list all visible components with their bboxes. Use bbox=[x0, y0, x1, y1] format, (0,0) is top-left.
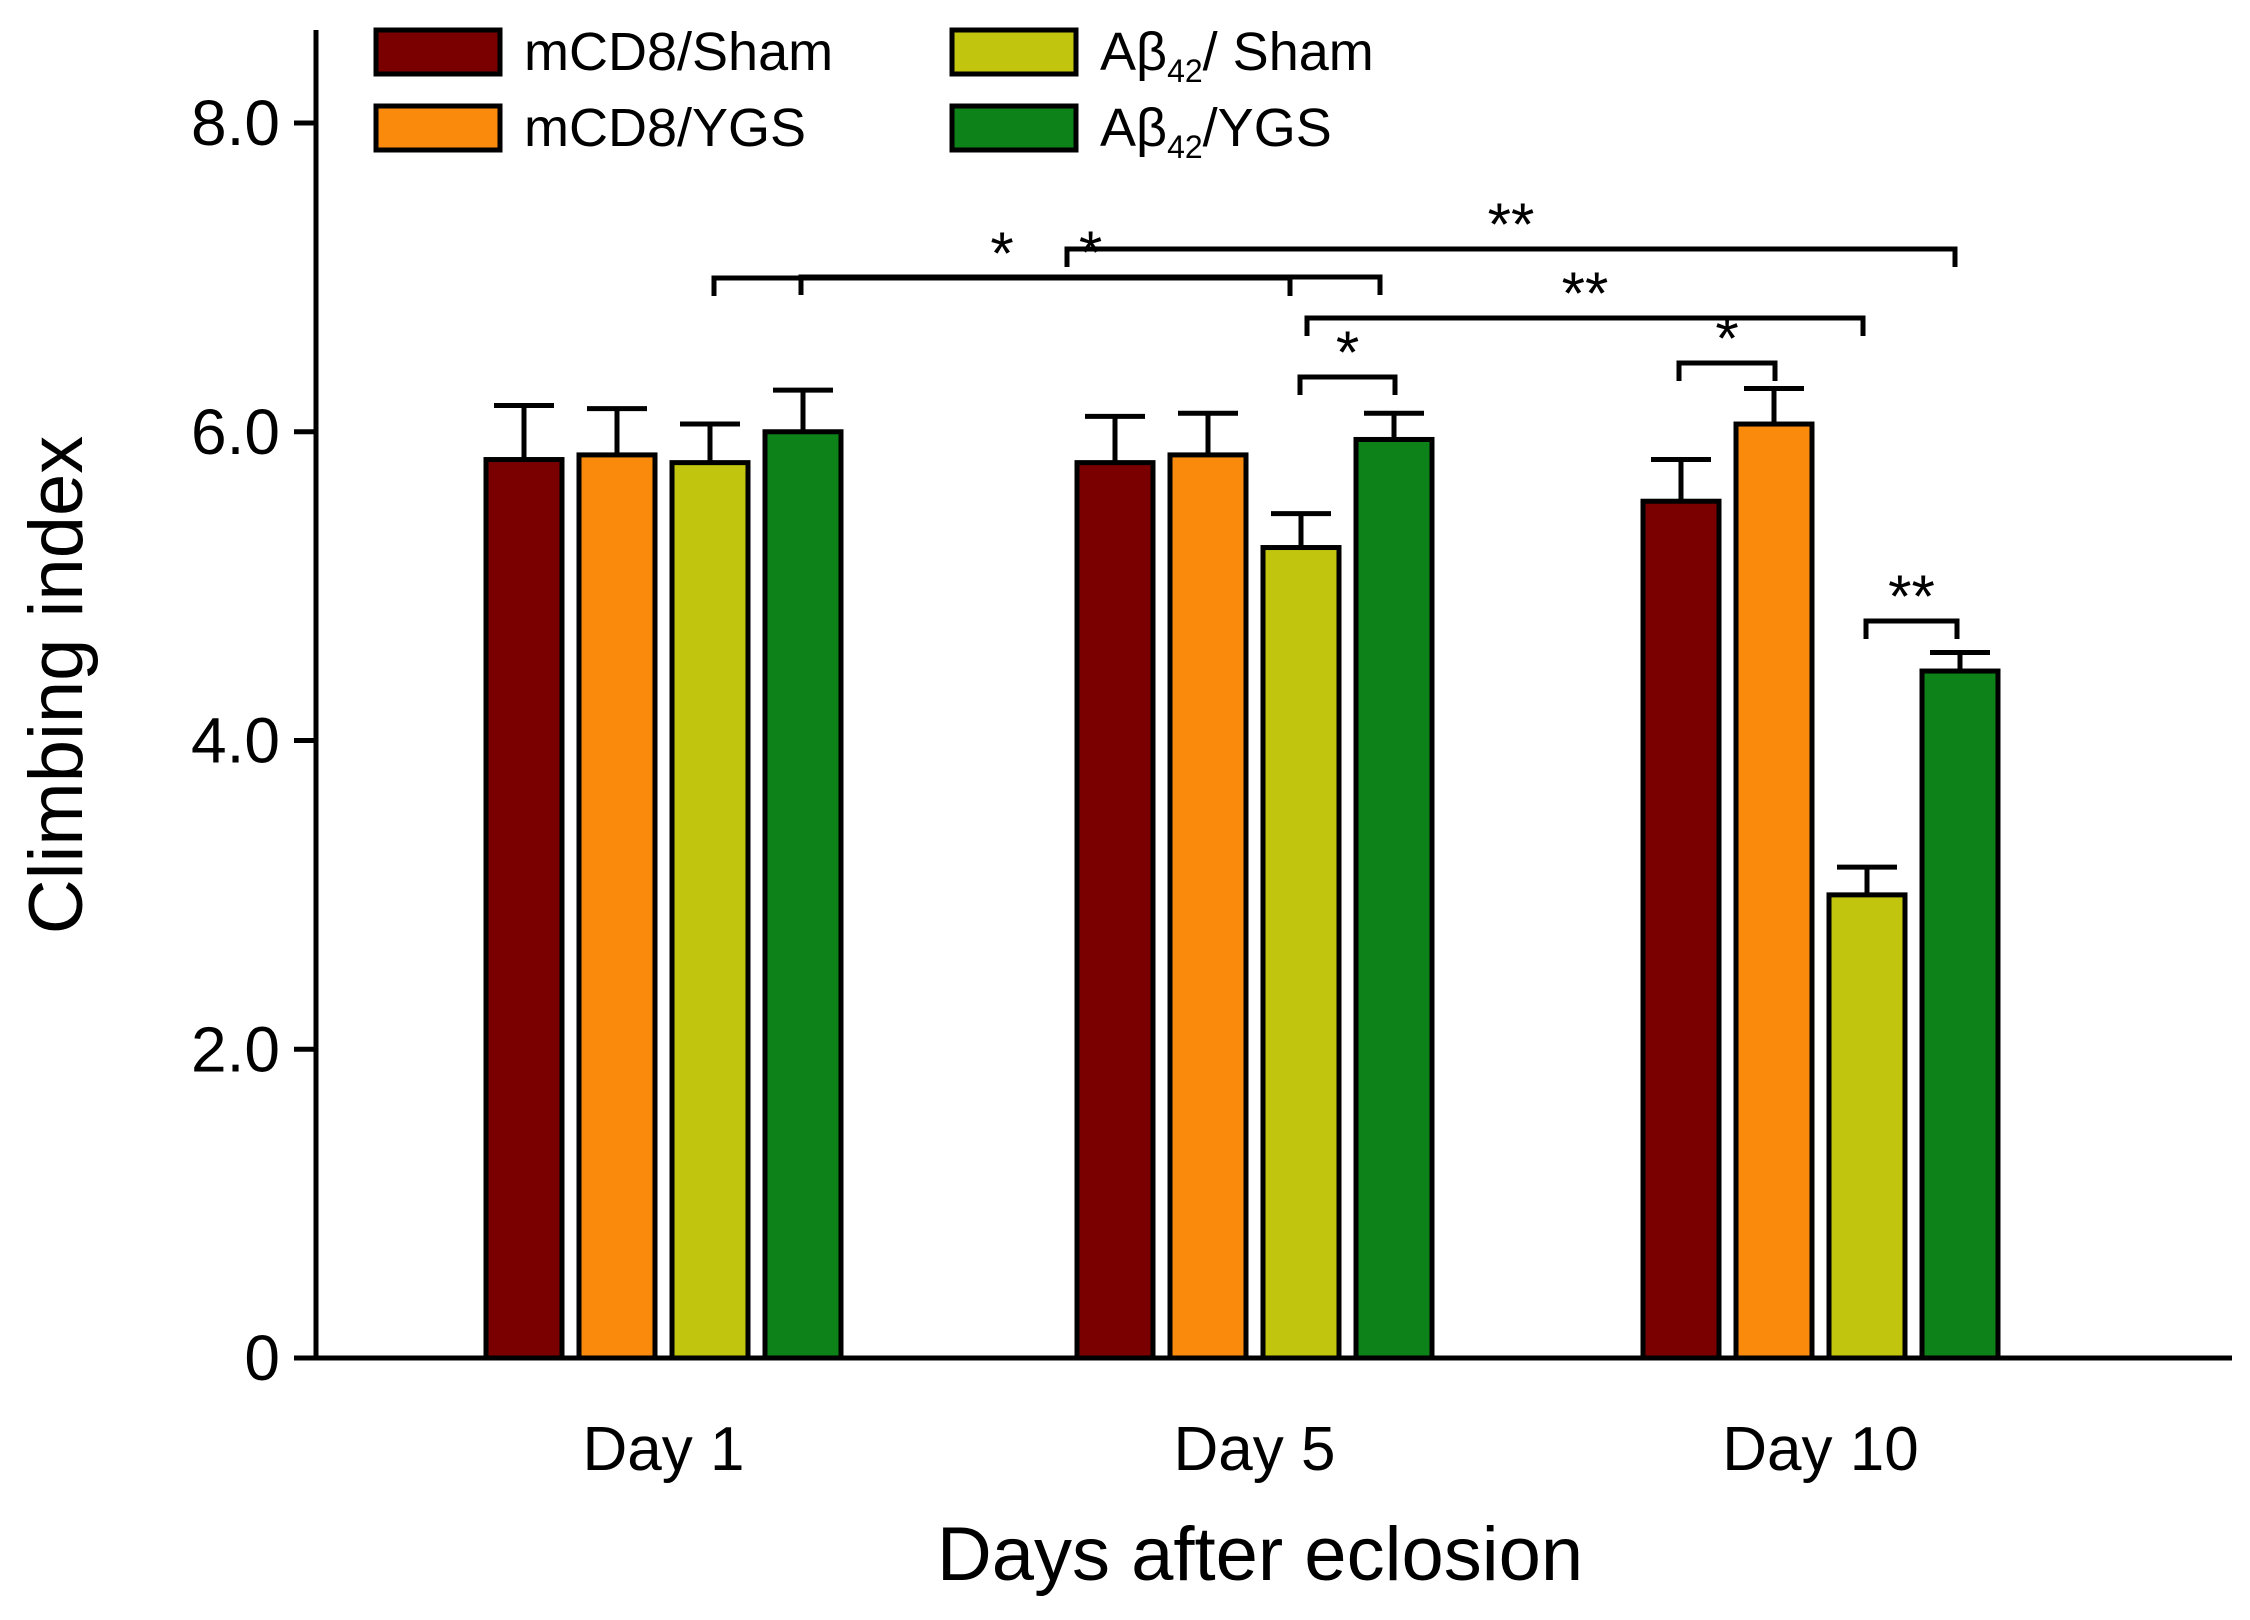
significance-bracket bbox=[1863, 618, 1960, 639]
bar-1-3 bbox=[669, 460, 751, 1361]
significance-label: ** bbox=[1488, 191, 1535, 258]
significance-label: * bbox=[1715, 305, 1738, 372]
bar-2-4 bbox=[1353, 436, 1435, 1361]
x-tick-label: Day 10 bbox=[1722, 1415, 1918, 1484]
y-tick-label: 6.0 bbox=[191, 396, 280, 468]
legend-label-3: Aβ42/ Sham bbox=[1100, 22, 1374, 89]
legend-label-2: mCD8/YGS bbox=[524, 98, 806, 158]
x-tick-label: Day 1 bbox=[583, 1415, 745, 1484]
bar-3-2 bbox=[1733, 421, 1815, 1361]
y-tick-label: 8.0 bbox=[191, 87, 280, 159]
error-bars-layer bbox=[494, 386, 1990, 895]
legend-label-4: Aβ42/YGS bbox=[1100, 98, 1332, 165]
legend-swatch-3 bbox=[949, 27, 1079, 77]
significance-bracket bbox=[1297, 374, 1398, 395]
bar-3-4 bbox=[1919, 668, 2001, 1361]
significance-bracket bbox=[1676, 360, 1778, 381]
legend-swatch-2 bbox=[373, 103, 503, 153]
bar-2-3 bbox=[1260, 545, 1342, 1361]
significance-label: * bbox=[1336, 319, 1359, 386]
significance-label: * bbox=[990, 220, 1013, 287]
bar-2-2 bbox=[1167, 452, 1249, 1361]
significance-layer: * ****** *** bbox=[711, 191, 1960, 639]
y-tick-label: 4.0 bbox=[191, 705, 280, 777]
bar-3-3 bbox=[1826, 892, 1908, 1361]
significance-bracket bbox=[798, 274, 1383, 295]
bar-1-4 bbox=[762, 429, 844, 1361]
significance-bracket bbox=[1064, 246, 1958, 267]
legend-swatch-1 bbox=[373, 27, 503, 77]
significance-label: * bbox=[1079, 219, 1102, 286]
bar-1-2 bbox=[576, 452, 658, 1361]
significance-bracket bbox=[1304, 315, 1866, 336]
legend-swatch-4 bbox=[949, 103, 1079, 153]
x-tick-label: Day 5 bbox=[1174, 1415, 1336, 1484]
significance-label: ** bbox=[1562, 260, 1609, 327]
bar-1-1 bbox=[483, 457, 565, 1361]
y-axis-title: Climbing index bbox=[14, 436, 99, 934]
significance-label: ** bbox=[1888, 563, 1935, 630]
axes-layer: 0 2.0 4.0 6.0 8.0 Day 1 Day 5 Day 10 bbox=[191, 30, 2232, 1484]
y-tick-label: 2.0 bbox=[191, 1013, 280, 1085]
bar-3-1 bbox=[1640, 498, 1722, 1361]
x-axis-title: Days after eclosion bbox=[937, 1512, 1583, 1597]
legend: mCD8/Sham mCD8/YGS Aβ42/ Sham Aβ42/YGS bbox=[373, 22, 1374, 165]
legend-label-1: mCD8/Sham bbox=[524, 22, 833, 82]
y-tick-label: 0 bbox=[244, 1322, 280, 1394]
bars-layer bbox=[483, 421, 2001, 1361]
bar-2-1 bbox=[1074, 460, 1156, 1361]
